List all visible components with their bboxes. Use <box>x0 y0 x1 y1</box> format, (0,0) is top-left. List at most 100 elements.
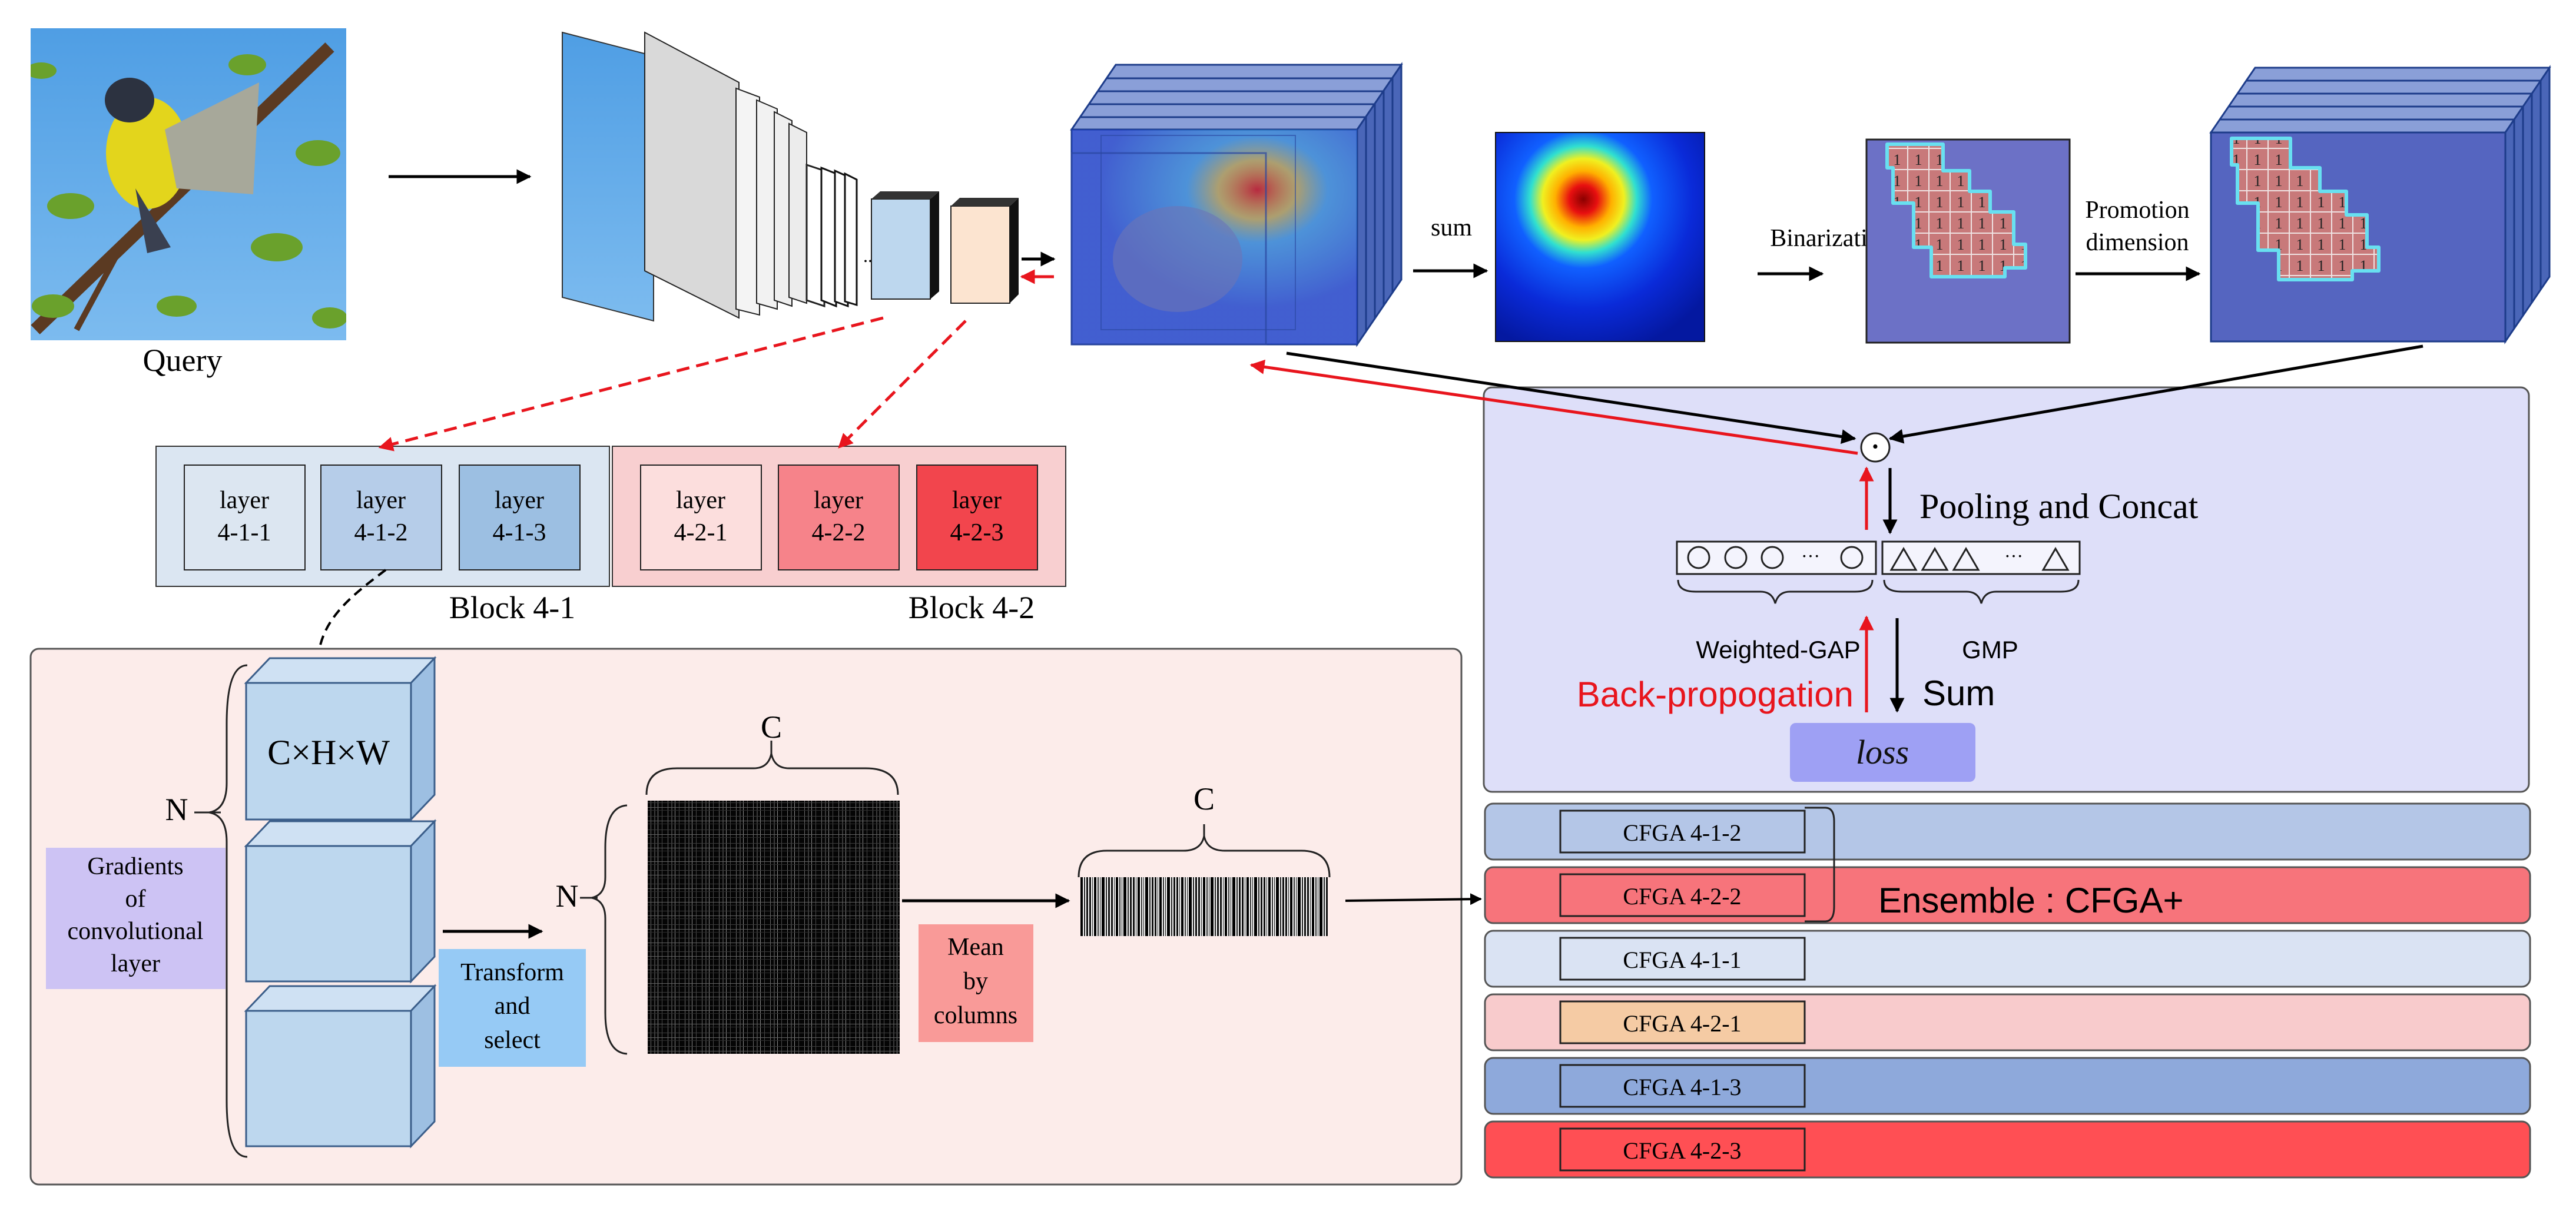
mean-label-line2: by <box>963 968 988 995</box>
layer-4-2-2-label-line1: layer <box>814 487 863 514</box>
cfga-row-label-box <box>1559 873 1806 917</box>
loss-label: loss <box>1856 733 1909 771</box>
transform-label-line1: Transform <box>460 959 564 986</box>
odot-operator: · <box>1860 432 1891 463</box>
mean-label-line3: columns <box>934 1002 1017 1029</box>
gradients-label-line1: Gradients <box>87 853 183 880</box>
gradient-cube-2 <box>244 819 437 984</box>
layer-4-1-1-label-line1: layer <box>220 487 269 514</box>
block-4-1-cube <box>871 191 939 300</box>
cfga-row: CFGA 4-1-2 <box>1484 802 2531 861</box>
cfga-row: CFGA 4-2-2 <box>1484 866 2531 924</box>
cfga-row-label: CFGA 4-2-2 <box>1623 883 1741 910</box>
gradients-label-line3: convolutional <box>68 918 204 945</box>
layer-4-1-2-label-line2: 4-1-2 <box>354 519 408 546</box>
arrow-vector-to-cfga <box>1345 893 1482 905</box>
gradient-cube-stack: C×H×W <box>244 656 437 1149</box>
pooling-label: Pooling and Concat <box>1919 487 2199 526</box>
ensemble-label: Ensemble : CFGA+ <box>1878 881 2184 920</box>
arrow-odot-back-to-features <box>1249 359 1858 455</box>
gradients-label-line2: of <box>125 885 146 913</box>
promotion-label-line2: dimension <box>2086 229 2189 256</box>
sum-label: sum <box>1431 214 1472 241</box>
dashed-arrow-to-block-4-2 <box>838 320 967 449</box>
cfga-row: CFGA 4-2-1 <box>1484 993 2531 1051</box>
cfga-row: CFGA 4-1-1 <box>1484 930 2531 988</box>
vector-c-label: C <box>1193 781 1215 817</box>
gradient-vector <box>1080 877 1328 936</box>
cfga-row-label: CFGA 4-1-2 <box>1623 820 1741 846</box>
mean-box: Mean by columns <box>919 924 1033 1042</box>
layer-4-2-1-box: layer 4-2-1 <box>640 465 762 570</box>
mean-label-line1: Mean <box>947 934 1004 961</box>
gradient-cube-1: C×H×W <box>244 656 437 822</box>
gradient-cube-3 <box>244 984 437 1149</box>
layer-4-2-3-box: layer 4-2-3 <box>916 465 1038 570</box>
weighted-gap-label: Weighted-GAP <box>1696 636 1860 663</box>
cfga-row-label-box <box>1559 937 1806 981</box>
matrix-c-label: C <box>761 709 782 745</box>
feature-map-cube <box>1070 62 1403 347</box>
backprop-label: Back-propogation <box>1577 675 1854 714</box>
promoted-mask-cube <box>2209 65 2551 344</box>
block-4-2-cube <box>950 198 1019 304</box>
layer-4-2-2-box: layer 4-2-2 <box>778 465 900 570</box>
transform-box: Transform and select <box>439 949 586 1067</box>
gap-brace <box>1677 579 1874 604</box>
arrow-features-to-odot <box>1286 351 1856 444</box>
gmp-ellipsis: ··· <box>2004 545 2023 566</box>
layer-4-2-1-label-line1: layer <box>676 487 725 514</box>
block-4-1-label: Block 4-1 <box>449 590 575 625</box>
gradient-matrix <box>648 801 900 1054</box>
layer-4-1-1-label-line2: 4-1-1 <box>218 519 271 546</box>
weighted-gap-vector: ··· <box>1676 540 1877 575</box>
layer-4-1-3-label-line2: 4-1-3 <box>493 519 546 546</box>
ensemble-bracket <box>1805 807 1835 923</box>
layer-4-1-2-box: layer 4-1-2 <box>320 465 442 570</box>
layer-4-1-1-box: layer 4-1-1 <box>184 465 306 570</box>
query-label: Query <box>143 343 223 378</box>
layer-4-2-3-label-line2: 4-2-3 <box>950 519 1004 546</box>
loss-box: loss <box>1790 723 1975 782</box>
arrow-mask-to-odot <box>1888 344 2424 444</box>
cfga-row-label: CFGA 4-1-3 <box>1623 1074 1741 1100</box>
block-4-2-label: Block 4-2 <box>909 590 1035 625</box>
gap-ellipsis: ··· <box>1801 545 1820 566</box>
loss-sum-label: Sum <box>1922 673 1995 713</box>
layer-4-2-2-label-line2: 4-2-2 <box>812 519 866 546</box>
chw-label: C×H×W <box>267 733 390 772</box>
cfga-row-label-box <box>1559 1000 1806 1044</box>
dashed-arrow-to-block-4-1 <box>378 316 884 452</box>
matrix-n-label: N <box>556 878 579 914</box>
odot-symbol: · <box>1871 432 1880 461</box>
layer-4-2-1-label-line2: 4-2-1 <box>674 519 728 546</box>
gmp-label: GMP <box>1962 636 2018 663</box>
cfga-row-label-box <box>1559 1127 1806 1172</box>
cfga-row-label: CFGA 4-2-1 <box>1623 1010 1741 1037</box>
promotion-label-line1: Promotion <box>2085 197 2189 224</box>
cfga-row-label: CFGA 4-1-1 <box>1623 947 1741 973</box>
cfga-row: CFGA 4-1-3 <box>1484 1057 2531 1115</box>
n-label: N <box>165 792 188 827</box>
transform-label-line2: and <box>495 993 531 1020</box>
layer-4-1-2-label-line1: layer <box>356 487 406 514</box>
gradients-label-line4: layer <box>111 950 160 977</box>
cfga-row: CFGA 4-2-3 <box>1484 1120 2531 1179</box>
cfga-row-label-box <box>1559 809 1806 854</box>
cfga-row-label-box <box>1559 1064 1806 1108</box>
query-image <box>31 28 346 340</box>
gmp-vector: ··· <box>1881 540 2081 575</box>
cfga-row-label: CFGA 4-2-3 <box>1623 1137 1741 1164</box>
cfga-rows: CFGA 4-1-2 CFGA 4-2-2 CFGA 4-1-1 CFGA 4-2-1… <box>1484 802 2531 1179</box>
cnn-backbone: ... <box>562 31 1019 322</box>
layer-4-1-3-label-line1: layer <box>495 487 544 514</box>
gradients-box: Gradients of convolutional layer <box>46 848 226 989</box>
binary-mask <box>1865 138 2071 344</box>
layer-4-2-3-label-line1: layer <box>952 487 1002 514</box>
layer-4-1-3-box: layer 4-1-3 <box>459 465 581 570</box>
loss-panel <box>1483 386 2530 793</box>
attention-heatmap <box>1495 132 1705 342</box>
gmp-brace <box>1883 579 2080 604</box>
transform-label-line3: select <box>484 1027 541 1054</box>
